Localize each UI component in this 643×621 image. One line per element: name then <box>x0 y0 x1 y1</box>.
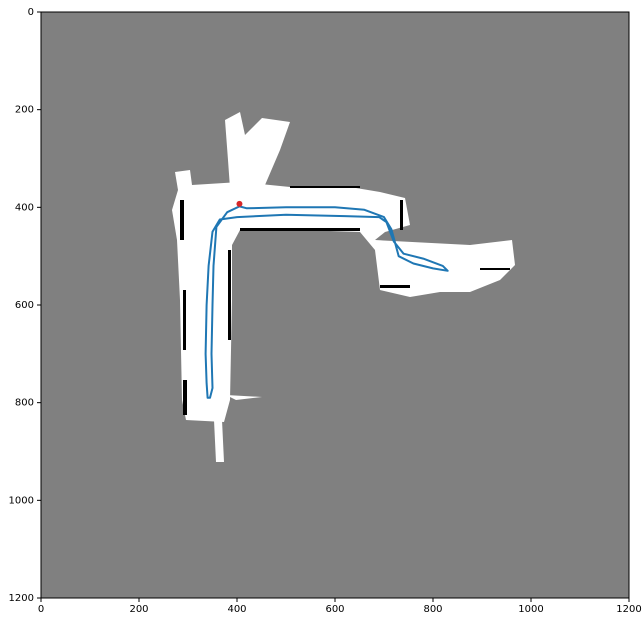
obstacle <box>183 290 186 350</box>
obstacle <box>183 380 187 415</box>
x-tick-label: 0 <box>38 604 44 615</box>
x-tick-label: 600 <box>325 604 344 615</box>
y-tick-label: 1000 <box>9 495 34 506</box>
x-tick-label: 1000 <box>518 604 543 615</box>
y-tick-label: 1200 <box>9 593 34 604</box>
obstacle <box>400 200 403 230</box>
obstacle <box>240 228 360 231</box>
map-unknown <box>41 12 629 598</box>
x-tick-label: 800 <box>423 604 442 615</box>
x-tick-label: 1200 <box>616 604 641 615</box>
x-tick-label: 200 <box>129 604 148 615</box>
obstacle <box>480 268 510 270</box>
chart: 0 200 400 600 800 1000 1200 0 200 400 600 800 1000 12… <box>0 0 643 621</box>
y-tick-label: 600 <box>15 300 34 311</box>
start-point <box>236 201 242 207</box>
obstacle <box>180 200 184 240</box>
y-tick-label: 400 <box>15 202 34 213</box>
obstacle <box>380 285 410 288</box>
y-tick-label: 0 <box>28 7 34 18</box>
obstacle <box>290 186 360 188</box>
y-tick-label: 200 <box>15 105 34 116</box>
y-tick-label: 800 <box>15 398 34 409</box>
x-tick-label: 400 <box>227 604 246 615</box>
obstacle <box>228 250 231 340</box>
